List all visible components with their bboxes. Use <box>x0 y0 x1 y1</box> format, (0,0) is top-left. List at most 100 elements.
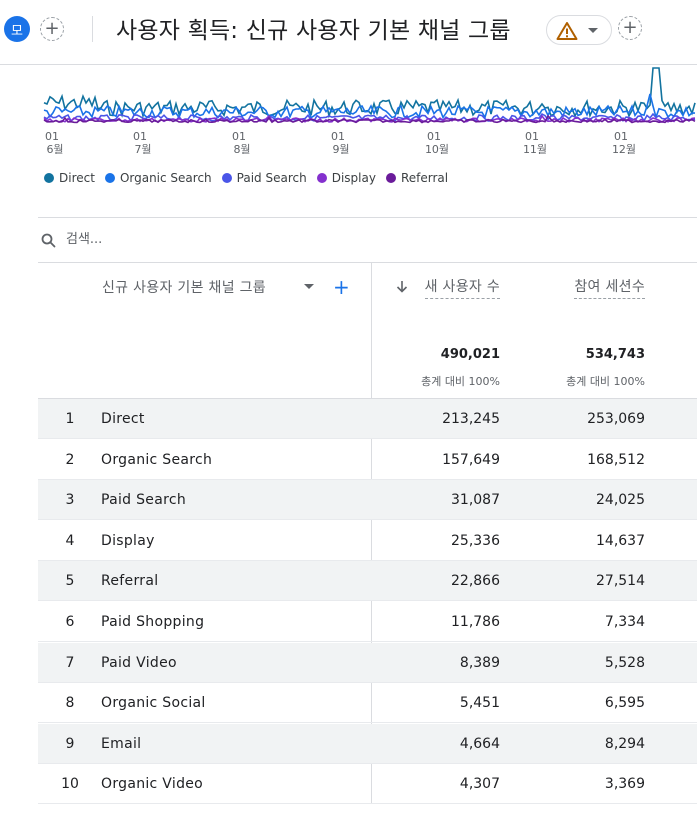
row-divider <box>38 682 697 683</box>
table-search <box>38 218 697 262</box>
row-channel: Organic Video <box>101 776 204 792</box>
legend-dot <box>385 173 396 183</box>
row-new-users: 157,649 <box>442 452 500 468</box>
legend-item[interactable]: Paid Search <box>221 171 307 185</box>
row-rank: 8 <box>65 695 75 711</box>
legend-label: Paid Search <box>236 171 307 185</box>
table-row[interactable]: 8 Organic Social 5,451 6,595 <box>38 683 697 723</box>
table-row[interactable]: 10 Organic Video 4,307 3,369 <box>38 764 697 804</box>
legend-dot <box>316 173 327 183</box>
chevron-down-icon <box>588 28 598 33</box>
avatar[interactable]: 모 <box>4 16 30 42</box>
page-title: 사용자 획득: 신규 사용자 기본 채널 그룹 <box>116 18 511 44</box>
total-new-users-pct: 총계 대비 100% <box>421 375 500 388</box>
x-tick-month: 12월 <box>612 143 636 154</box>
row-rank: 5 <box>65 573 75 589</box>
table-row[interactable]: 4 Display 25,336 14,637 <box>38 521 697 561</box>
row-new-users: 4,664 <box>459 736 500 752</box>
row-rank: 7 <box>65 655 75 671</box>
row-rank: 3 <box>65 492 75 508</box>
series-line-direct <box>43 67 696 119</box>
row-divider <box>38 438 697 439</box>
x-tick-month: 7월 <box>134 143 151 154</box>
table-row[interactable]: 6 Paid Shopping 11,786 7,334 <box>38 602 697 642</box>
x-tick-day: 01 <box>614 130 628 143</box>
row-channel: Organic Social <box>101 695 206 711</box>
row-divider <box>38 479 697 480</box>
row-engaged-sessions: 168,512 <box>587 452 645 468</box>
row-new-users: 22,866 <box>451 573 500 589</box>
row-divider <box>38 763 697 764</box>
legend-dot <box>221 173 232 183</box>
row-new-users: 5,451 <box>459 695 500 711</box>
legend-item[interactable]: Direct <box>44 171 95 185</box>
table-row[interactable]: 3 Paid Search 31,087 24,025 <box>38 480 697 520</box>
x-tick-month: 8월 <box>233 143 250 154</box>
row-channel: Paid Search <box>101 492 187 508</box>
x-tick-day: 01 <box>331 130 345 143</box>
row-new-users: 4,307 <box>459 776 500 792</box>
legend-dot <box>44 173 54 183</box>
series-line-referral <box>43 114 696 124</box>
dimension-header[interactable]: 신규 사용자 기본 채널 그룹 <box>102 280 266 296</box>
row-engaged-sessions: 7,334 <box>604 614 645 630</box>
row-engaged-sessions: 253,069 <box>587 411 645 427</box>
row-channel: Display <box>101 533 155 549</box>
warning-icon <box>556 22 578 40</box>
legend-item[interactable]: Referral <box>385 171 448 185</box>
row-divider <box>38 722 697 723</box>
legend-item[interactable]: Organic Search <box>104 171 212 185</box>
plus-icon: + <box>622 17 638 38</box>
row-rank: 9 <box>65 736 75 752</box>
row-engaged-sessions: 8,294 <box>604 736 645 752</box>
table-row[interactable]: 2 Organic Search 157,649 168,512 <box>38 440 697 480</box>
row-engaged-sessions: 14,637 <box>596 533 645 549</box>
column-header-engaged-sessions[interactable]: 참여 세션수 <box>574 276 645 299</box>
chevron-down-icon[interactable] <box>304 284 314 290</box>
row-divider <box>38 641 697 642</box>
search-input[interactable] <box>66 228 466 250</box>
plus-icon: + <box>44 18 60 39</box>
row-divider <box>38 519 697 520</box>
data-quality-button[interactable] <box>546 15 612 45</box>
row-channel: Email <box>101 736 142 752</box>
row-new-users: 11,786 <box>451 614 500 630</box>
trend-chart: 01 6월 01 7월 01 8월 01 9월 01 10월 01 11월 01 12월 <box>38 64 697 154</box>
row-rank: 4 <box>65 533 75 549</box>
x-tick-day: 01 <box>133 130 147 143</box>
table-row[interactable]: 5 Referral 22,866 27,514 <box>38 561 697 601</box>
row-divider <box>38 560 697 561</box>
legend-label: Direct <box>59 171 95 185</box>
row-new-users: 8,389 <box>459 655 500 671</box>
row-engaged-sessions: 5,528 <box>604 655 645 671</box>
add-dimension-button[interactable]: + <box>333 275 350 299</box>
column-header-new-users[interactable]: 새 사용자 수 <box>424 276 500 299</box>
row-divider <box>38 803 697 804</box>
x-tick-month: 11월 <box>523 143 547 154</box>
chart-legend: Direct Organic Search Paid Search Displa… <box>44 171 448 185</box>
x-tick-day: 01 <box>427 130 441 143</box>
table-row[interactable]: 1 Direct 213,245 253,069 <box>38 399 697 439</box>
row-engaged-sessions: 24,025 <box>596 492 645 508</box>
report-header: 모 + 사용자 획득: 신규 사용자 기본 채널 그룹 + <box>0 0 697 65</box>
add-filter-button[interactable]: + <box>618 16 642 40</box>
row-new-users: 25,336 <box>451 533 500 549</box>
table-row[interactable]: 9 Email 4,664 8,294 <box>38 724 697 764</box>
row-channel: Referral <box>101 573 159 589</box>
row-engaged-sessions: 6,595 <box>604 695 645 711</box>
legend-dot <box>104 173 115 183</box>
row-engaged-sessions: 3,369 <box>604 776 645 792</box>
column-divider <box>371 263 372 804</box>
header-divider <box>92 16 93 42</box>
row-rank: 6 <box>65 614 75 630</box>
row-channel: Direct <box>101 411 145 427</box>
row-divider <box>38 600 697 601</box>
divider <box>38 262 697 263</box>
table-row[interactable]: 7 Paid Video 8,389 5,528 <box>38 643 697 683</box>
add-comparison-button[interactable]: + <box>40 17 64 41</box>
row-new-users: 31,087 <box>451 492 500 508</box>
divider <box>38 217 697 218</box>
row-channel: Paid Video <box>101 655 177 671</box>
legend-item[interactable]: Display <box>316 171 376 185</box>
